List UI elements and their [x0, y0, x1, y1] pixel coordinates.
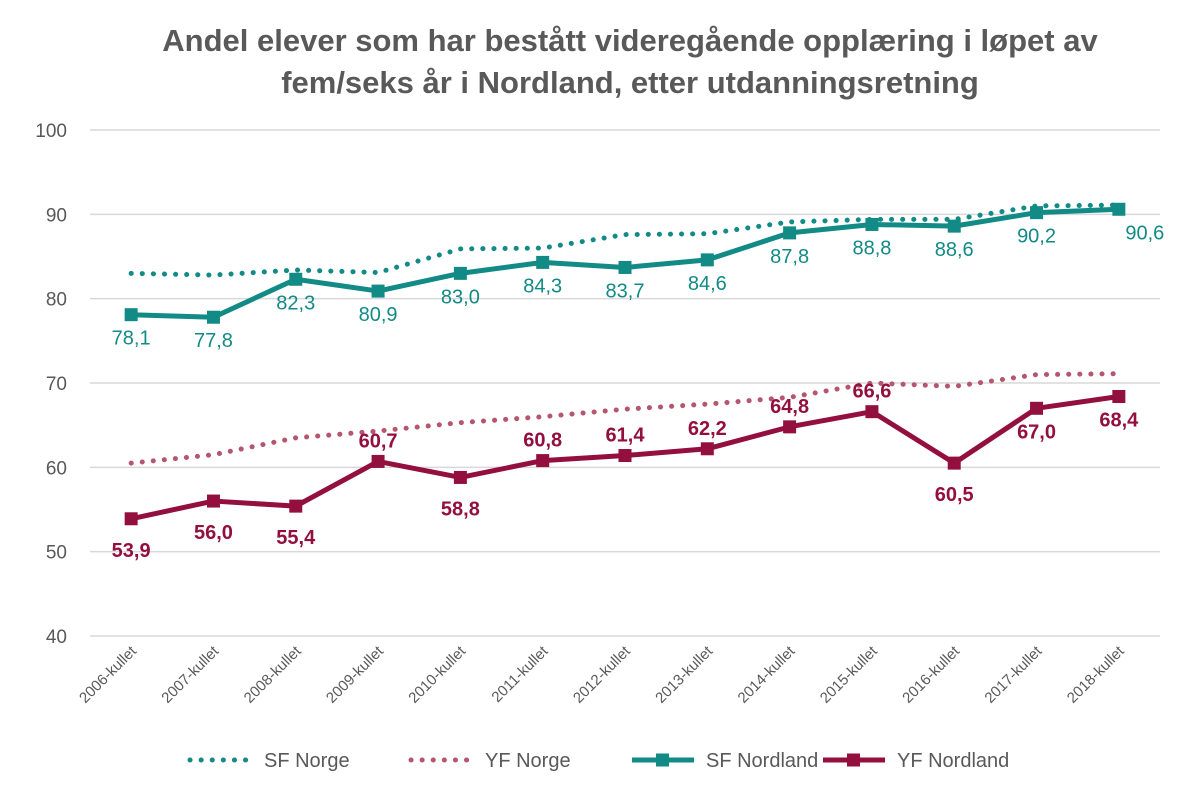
data-point-sf-nordland: [536, 255, 550, 269]
data-label-yf-nordland: 60,8: [523, 430, 562, 452]
data-label-yf-nordland: 62,2: [688, 418, 727, 440]
data-point-sf-nordland: [618, 260, 632, 274]
data-label-sf-nordland: 90,6: [1125, 222, 1164, 244]
data-point-sf-nordland: [1112, 202, 1126, 216]
legend-label-yf-norge: YF Norge: [485, 750, 571, 772]
x-tick-label: 2008-kullet: [241, 642, 305, 706]
data-point-sf-nordland: [947, 219, 961, 233]
data-label-yf-nordland: 56,0: [194, 522, 233, 544]
chart-title-line-1: Andel elever som har bestått videregåend…: [162, 23, 1098, 58]
data-label-sf-nordland: 83,0: [441, 286, 480, 308]
y-tick-label: 100: [35, 121, 67, 142]
data-label-sf-nordland: 88,6: [935, 239, 974, 261]
data-label-sf-nordland: 80,9: [359, 304, 398, 326]
data-point-sf-nordland: [1030, 206, 1044, 220]
y-tick-label: 60: [46, 458, 67, 479]
y-tick-label: 40: [46, 627, 67, 648]
data-label-yf-nordland: 67,0: [1017, 421, 1056, 443]
data-label-sf-nordland: 82,3: [276, 292, 315, 314]
y-tick-label: 90: [46, 205, 67, 226]
x-tick-label: 2014-kullet: [735, 642, 799, 706]
series-line-sf-norge: [128, 202, 1122, 278]
data-label-yf-nordland: 60,7: [359, 430, 398, 452]
data-point-sf-nordland: [700, 253, 714, 267]
x-tick-label: 2016-kullet: [899, 642, 963, 706]
data-label-yf-nordland: 61,4: [606, 425, 646, 447]
data-point-yf-nordland: [536, 454, 550, 468]
data-point-yf-nordland: [206, 494, 220, 508]
x-tick-label: 2017-kullet: [981, 642, 1045, 706]
data-label-yf-nordland: 60,5: [935, 484, 974, 506]
data-point-yf-nordland: [1112, 389, 1126, 403]
data-point-sf-nordland: [453, 266, 467, 280]
chart-title-line-2: fem/seks år i Nordland, etter utdannings…: [281, 65, 979, 100]
x-tick-label: 2018-kullet: [1064, 642, 1128, 706]
x-tick-label: 2011-kullet: [488, 642, 552, 706]
legend-label-yf-nordland: YF Nordland: [897, 750, 1009, 772]
data-point-yf-nordland: [865, 405, 879, 419]
data-point-sf-nordland: [206, 310, 220, 324]
data-label-yf-nordland: 64,8: [770, 396, 809, 418]
legend-label-sf-norge: SF Norge: [264, 750, 350, 772]
data-label-sf-nordland: 77,8: [194, 330, 233, 352]
data-point-yf-nordland: [783, 420, 797, 434]
data-label-yf-nordland: 66,6: [852, 381, 891, 403]
data-point-sf-nordland: [124, 308, 138, 322]
x-tick-label: 2012-kullet: [570, 642, 634, 706]
data-point-yf-nordland: [289, 499, 303, 513]
data-point-yf-nordland: [618, 449, 632, 463]
x-tick-label: 2013-kullet: [652, 642, 716, 706]
data-label-sf-nordland: 84,3: [523, 275, 562, 297]
legend-marker-sf-nordland: [656, 753, 669, 767]
data-point-yf-nordland: [700, 442, 714, 456]
data-point-yf-nordland: [371, 454, 385, 468]
data-label-sf-nordland: 90,2: [1017, 226, 1056, 248]
data-label-yf-nordland: 58,8: [441, 498, 480, 520]
data-point-yf-nordland: [453, 470, 467, 484]
data-point-yf-nordland: [947, 456, 961, 470]
x-tick-label: 2006-kullet: [76, 642, 140, 706]
data-label-yf-nordland: 68,4: [1099, 409, 1139, 431]
data-point-yf-nordland: [1030, 401, 1044, 415]
data-label-sf-nordland: 84,6: [688, 273, 727, 295]
legend-label-sf-nordland: SF Nordland: [706, 750, 818, 772]
y-tick-label: 70: [46, 374, 67, 395]
y-tick-label: 50: [46, 543, 67, 564]
data-point-sf-nordland: [865, 217, 879, 231]
data-label-yf-nordland: 53,9: [112, 540, 151, 562]
data-label-sf-nordland: 87,8: [770, 246, 809, 268]
x-tick-label: 2009-kullet: [323, 642, 387, 706]
y-tick-label: 80: [46, 290, 67, 311]
data-point-yf-nordland: [124, 512, 138, 526]
data-label-sf-nordland: 88,8: [852, 237, 891, 259]
data-label-sf-nordland: 83,7: [606, 280, 645, 302]
series-line-yf-norge: [128, 371, 1122, 466]
chart-title: Andel elever som har bestått videregåend…: [0, 20, 1200, 104]
x-tick-label: 2010-kullet: [405, 642, 469, 706]
data-label-sf-nordland: 78,1: [112, 328, 151, 350]
data-point-sf-nordland: [289, 272, 303, 286]
data-label-yf-nordland: 55,4: [276, 527, 316, 549]
data-point-sf-nordland: [783, 226, 797, 240]
data-point-sf-nordland: [371, 284, 385, 298]
x-tick-label: 2015-kullet: [817, 642, 881, 706]
x-tick-label: 2007-kullet: [158, 642, 222, 706]
legend-marker-yf-nordland: [847, 753, 860, 767]
